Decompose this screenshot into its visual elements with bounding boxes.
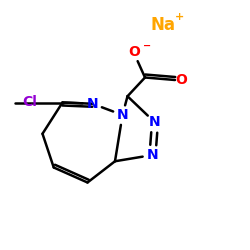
Text: +: + xyxy=(176,12,184,22)
Text: Na: Na xyxy=(150,16,175,34)
Text: N: N xyxy=(87,97,98,111)
Text: N: N xyxy=(147,148,158,162)
Text: O: O xyxy=(128,46,140,60)
Text: −: − xyxy=(144,41,152,51)
Text: O: O xyxy=(175,73,187,87)
Text: N: N xyxy=(149,116,161,130)
Text: N: N xyxy=(117,108,128,122)
Text: Cl: Cl xyxy=(22,96,38,110)
